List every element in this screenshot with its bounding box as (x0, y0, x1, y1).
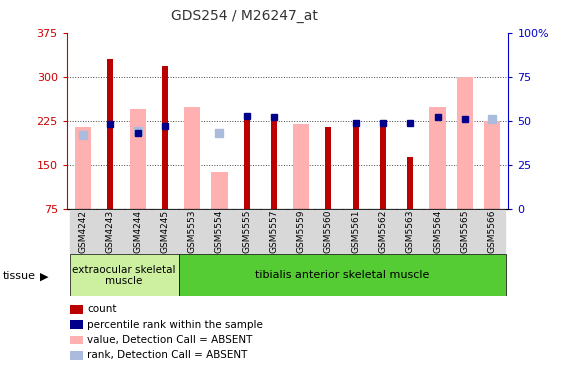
Text: rank, Detection Call = ABSENT: rank, Detection Call = ABSENT (87, 350, 248, 361)
Bar (451, 209, 478, 253)
Text: count: count (87, 304, 117, 314)
Bar (484, 121, 500, 209)
Bar (479, 209, 505, 253)
Bar (288, 209, 314, 253)
Bar (107, 59, 113, 209)
Text: extraocular skeletal
muscle: extraocular skeletal muscle (72, 265, 176, 286)
Bar (343, 209, 369, 253)
Bar (178, 254, 505, 296)
Text: GSM5562: GSM5562 (378, 210, 388, 253)
Text: tissue: tissue (3, 271, 36, 281)
Bar (370, 209, 396, 253)
Text: GSM4243: GSM4243 (106, 210, 115, 253)
Bar (211, 172, 228, 209)
Bar (124, 209, 150, 253)
Text: GSM4244: GSM4244 (133, 210, 142, 253)
Bar (380, 127, 386, 209)
Text: percentile rank within the sample: percentile rank within the sample (87, 320, 263, 330)
Bar (271, 121, 277, 209)
Bar (70, 254, 178, 296)
Bar (184, 107, 200, 209)
Text: GDS254 / M26247_at: GDS254 / M26247_at (171, 9, 317, 23)
Bar (261, 209, 287, 253)
Text: GSM5554: GSM5554 (215, 210, 224, 253)
Text: value, Detection Call = ABSENT: value, Detection Call = ABSENT (87, 335, 253, 345)
Bar (425, 209, 451, 253)
Bar (407, 157, 413, 209)
Bar (397, 209, 424, 253)
Text: GSM4242: GSM4242 (78, 210, 88, 253)
Text: tibialis anterior skeletal muscle: tibialis anterior skeletal muscle (255, 270, 429, 280)
Text: GSM5565: GSM5565 (460, 210, 469, 253)
Bar (234, 209, 260, 253)
Text: GSM5561: GSM5561 (352, 210, 360, 253)
Bar (179, 209, 205, 253)
Bar (152, 209, 178, 253)
Text: GSM5566: GSM5566 (487, 210, 497, 253)
Bar (293, 124, 310, 209)
Text: GSM5555: GSM5555 (242, 210, 251, 253)
Bar (353, 127, 358, 209)
Bar (429, 107, 446, 209)
Text: GSM4245: GSM4245 (160, 210, 170, 253)
Text: GSM5557: GSM5557 (270, 210, 278, 253)
Text: ▶: ▶ (40, 271, 48, 281)
Bar (75, 127, 91, 209)
Text: GSM5560: GSM5560 (324, 210, 333, 253)
Text: GSM5564: GSM5564 (433, 210, 442, 253)
Text: GSM5563: GSM5563 (406, 210, 415, 253)
Bar (315, 209, 342, 253)
Text: GSM5553: GSM5553 (188, 210, 197, 253)
Bar (70, 209, 96, 253)
Bar (457, 77, 473, 209)
Bar (206, 209, 232, 253)
Bar (243, 114, 250, 209)
Bar (162, 66, 168, 209)
Bar (325, 127, 332, 209)
Bar (98, 209, 124, 253)
Bar (130, 109, 146, 209)
Text: GSM5559: GSM5559 (297, 210, 306, 253)
